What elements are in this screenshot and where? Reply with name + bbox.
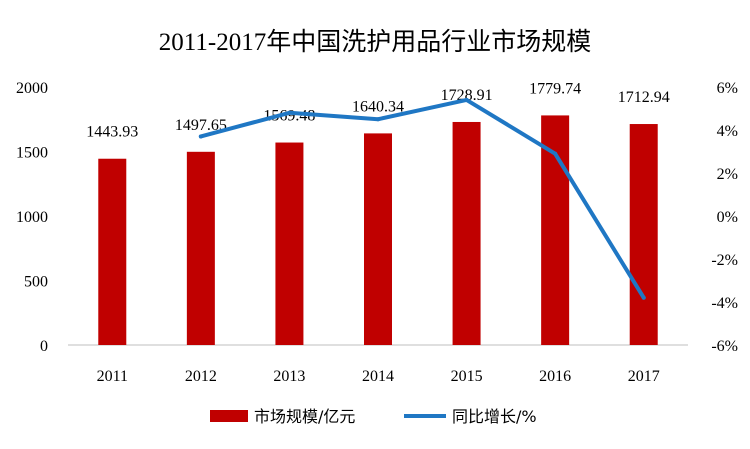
bar-data-label: 1728.91	[441, 87, 493, 104]
x-tick-label: 2017	[628, 368, 660, 385]
y-left-tick-label: 0	[40, 338, 48, 355]
growth-line-point	[641, 295, 646, 300]
y-right-tick-label: 4%	[717, 123, 738, 140]
bar	[186, 151, 215, 345]
y-left-tick-label: 1500	[16, 145, 48, 162]
growth-line	[198, 97, 646, 300]
x-tick-label: 2016	[539, 368, 571, 385]
y-right-tick-label: 0%	[717, 209, 738, 226]
x-tick-label: 2013	[273, 368, 305, 385]
legend-bar-swatch	[210, 410, 248, 422]
growth-line-point	[464, 97, 469, 102]
bar-series	[98, 115, 658, 346]
bar-data-label: 1497.65	[175, 117, 227, 134]
bar	[275, 142, 304, 345]
bar	[629, 124, 658, 346]
axes: 0 500 1000 1500 2000 -6% -4% -2% 0% 2% 4% 6% 2011 201…	[16, 80, 738, 385]
x-tick-label: 2014	[362, 368, 394, 385]
bar	[452, 121, 481, 345]
growth-line-point	[198, 134, 203, 139]
chart-title: 2011-2017年中国洗护用品行业市场规模	[159, 28, 591, 56]
bar-data-label: 1779.74	[529, 80, 581, 97]
y-left-tick-label: 500	[24, 274, 48, 291]
bar-data-label: 1443.93	[86, 124, 138, 141]
y-left-tick-label: 1000	[16, 209, 48, 226]
bar-data-label: 1712.94	[618, 89, 670, 106]
y-right-tick-label: -4%	[711, 295, 738, 312]
bar	[364, 133, 392, 345]
bar-data-label: 1640.34	[352, 98, 404, 115]
y-right-tick-label: -2%	[711, 252, 738, 269]
y-right-tick-label: 6%	[717, 80, 738, 97]
y-right-tick-label: -6%	[711, 338, 738, 355]
growth-line-point	[376, 117, 380, 122]
x-tick-label: 2011	[97, 368, 128, 385]
y-left-tick-label: 2000	[16, 80, 48, 97]
legend-line-label: 同比增长/%	[452, 407, 537, 426]
growth-line-series	[198, 97, 646, 300]
legend: 市场规模/亿元 同比增长/%	[210, 407, 537, 426]
legend-bar-label: 市场规模/亿元	[254, 407, 355, 426]
bar	[98, 158, 127, 345]
growth-line-point	[553, 151, 558, 156]
x-tick-label: 2012	[185, 368, 217, 385]
x-tick-label: 2015	[451, 368, 483, 385]
y-right-tick-label: 2%	[717, 166, 738, 183]
growth-line-point	[287, 110, 292, 115]
